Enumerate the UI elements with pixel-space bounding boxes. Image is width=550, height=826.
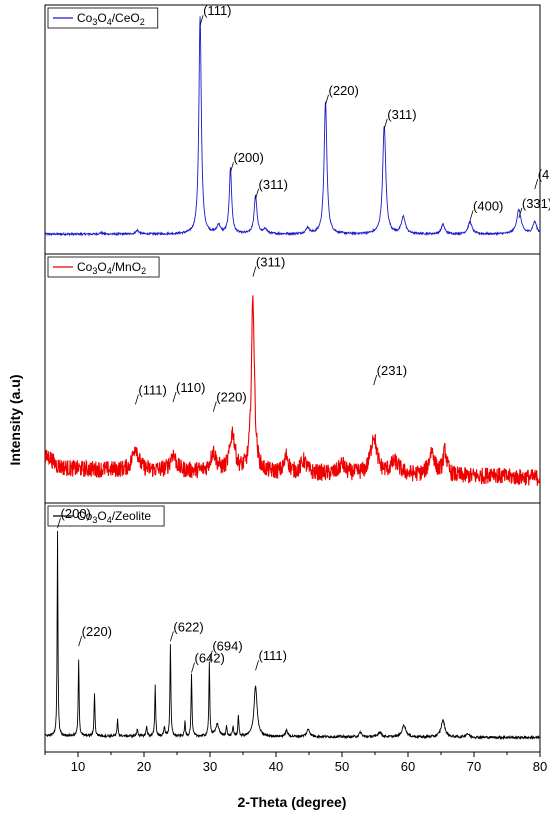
peak-annotation: (200) [61, 506, 91, 521]
x-tick-label: 10 [71, 759, 85, 774]
annotation-leader [252, 266, 257, 277]
panel-2: Co3O4/MnO2 (111) (110) (220) (311) (231) [44, 253, 541, 504]
peak-annotation: (694) [212, 639, 242, 654]
peak-annotation: (420) [538, 167, 550, 182]
x-tick-label: 70 [467, 759, 481, 774]
annotation-leader [469, 210, 474, 221]
chart-panels: Co3O4/CeO2 (111) (200) (311) (220) (311) (400)… [44, 3, 550, 753]
series-line [45, 295, 540, 486]
peak-annotation: (231) [377, 363, 407, 378]
annotation-leader [383, 118, 388, 129]
annotation-leader [373, 374, 378, 386]
x-tick-label: 30 [203, 759, 217, 774]
panel-3: Co3O4/Zeolite(200)(220) (622)(642)(694)(1… [44, 502, 541, 753]
series-line [45, 16, 540, 237]
x-tick-label: 80 [533, 759, 547, 774]
annotation-leader [255, 188, 259, 199]
panel-frame [44, 4, 541, 255]
peak-annotation: (311) [256, 255, 285, 270]
peak-annotation: (622) [173, 619, 203, 634]
peak-annotation: (311) [259, 177, 288, 192]
x-axis-title: 2-Theta (degree) [238, 794, 347, 810]
x-tick-label: 20 [137, 759, 151, 774]
peak-annotation: (220) [82, 624, 112, 639]
legend-label: Co3O4/MnO2 [77, 260, 146, 276]
legend: Co3O4/Zeolite [47, 505, 165, 527]
peak-annotation: (331) [522, 196, 550, 211]
annotation-leader [199, 15, 204, 26]
annotation-leader [57, 517, 61, 529]
peak-annotation: (110) [176, 380, 205, 395]
annotation-leader [170, 631, 174, 642]
annotation-leader [212, 401, 217, 412]
panel-frame [44, 502, 541, 753]
x-axis: 10 20 30 40 50 60 70 80 [44, 752, 547, 774]
panel-1: Co3O4/CeO2 (111) (200) (311) (220) (311) (400)… [44, 3, 550, 255]
legend-box [47, 505, 165, 527]
x-tick-label: 40 [269, 759, 283, 774]
peak-annotation: (311) [387, 107, 416, 122]
x-tick-label: 60 [401, 759, 415, 774]
annotation-leader [135, 394, 139, 405]
annotation-leader [191, 662, 195, 673]
legend-label: Co3O4/CeO2 [77, 11, 145, 27]
annotation-leader [534, 178, 539, 190]
peak-annotation: (200) [233, 150, 263, 165]
peak-annotation: (111) [138, 382, 166, 397]
peak-annotation: (220) [216, 390, 246, 405]
annotation-leader [172, 391, 177, 403]
x-tick-label: 50 [335, 759, 349, 774]
legend-label: Co3O4/Zeolite [77, 509, 151, 525]
annotation-leader [325, 94, 329, 105]
peak-annotation: (111) [203, 3, 231, 18]
legend: Co3O4/CeO2 [47, 7, 159, 29]
legend: Co3O4/MnO2 [47, 256, 160, 278]
annotation-leader [518, 207, 523, 219]
legend-box [47, 7, 159, 29]
y-axis-title: Intensity (a.u) [7, 374, 23, 465]
peak-annotation: (220) [329, 83, 359, 98]
annotation-leader [78, 636, 83, 647]
annotation-leader [208, 650, 213, 661]
legend-box [47, 256, 160, 278]
annotation-leader [255, 660, 259, 671]
peak-annotation: (111) [259, 648, 287, 663]
series-line [45, 530, 540, 741]
annotation-leader [230, 162, 234, 173]
peak-annotation: (400) [473, 198, 503, 213]
